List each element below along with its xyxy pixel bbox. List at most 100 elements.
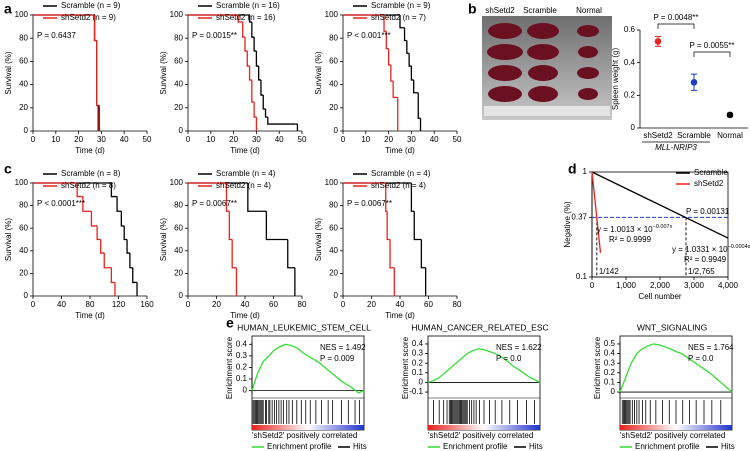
gsea-title: HUMAN_CANCER_RELATED_ESC: [411, 322, 548, 332]
y-tick-label: 0.2: [604, 368, 616, 377]
x-axis-label: Time (d): [230, 146, 260, 155]
p-value: P < 0.001***: [347, 31, 391, 40]
y-tick-label: 20: [174, 103, 183, 112]
rank-gradient: [428, 425, 540, 430]
y-tick-label: 60: [329, 223, 338, 232]
survival-step: [410, 66, 414, 81]
x-tick-label: 40: [241, 300, 250, 309]
survival-step: [123, 225, 128, 241]
x-tick-label: 0: [31, 300, 36, 309]
fit-r2: R² = 0.9999: [609, 235, 652, 244]
y-tick-label: 100: [15, 178, 29, 187]
y-tick-label: 20: [174, 269, 183, 278]
dot: [690, 78, 698, 86]
survival-step: [265, 211, 288, 241]
legend-label: Scramble (n = 4): [371, 169, 431, 178]
legend-label: shSetd2 (n = 16): [216, 13, 276, 22]
survival-step: [389, 239, 395, 269]
y-tick-label: 0.1: [604, 378, 616, 387]
y-tick-label: 0.4: [604, 349, 616, 358]
fit-equation-exponent: −0.0004x: [728, 244, 750, 250]
survival-step: [82, 196, 92, 212]
nes: NES = 1.622: [496, 343, 542, 352]
legend-label: shSetd2 (n = 4): [216, 181, 271, 190]
x-tick-label: 160: [140, 300, 154, 309]
y-tick-label: 100: [170, 178, 184, 187]
x-tick-label: 2,000: [650, 281, 671, 290]
x-tick-label: Scramble: [677, 131, 711, 140]
survival-step: [260, 79, 264, 96]
x-tick-label: 10: [206, 135, 215, 144]
y-axis-label: Enrichment score: [593, 336, 602, 399]
survival-step: [386, 211, 391, 241]
p-value: P = 0.0067**: [347, 199, 392, 208]
photo-label: Normal: [576, 6, 602, 15]
y-tick-label: 60: [19, 223, 28, 232]
fit-line: [591, 171, 602, 253]
bracket: [693, 51, 731, 57]
fit-equation-base: y = 1.0331 × 10: [672, 245, 728, 254]
x-tick-label: 0: [341, 135, 346, 144]
survival-step: [237, 15, 243, 23]
p-value: P = 0.0055**: [689, 41, 734, 50]
fit-line: [591, 171, 729, 239]
survival-step: [110, 183, 118, 198]
y-tick-label: 40: [174, 246, 183, 255]
fit-r2: R² = 0.9949: [684, 255, 727, 264]
survival-step: [267, 117, 296, 125]
x-tick-label: 20: [74, 135, 83, 144]
x-tick-label: 20: [384, 135, 393, 144]
y-tick-label: 1: [583, 167, 588, 176]
x-axis-label: Time (d): [385, 146, 415, 155]
x-tick-label: 80: [298, 300, 307, 309]
dot: [726, 111, 734, 119]
survival-step: [264, 108, 268, 118]
survival-step: [228, 211, 233, 241]
survival-step: [399, 15, 405, 29]
y-tick-label: 20: [329, 103, 338, 112]
x-tick-label: 0: [31, 135, 36, 144]
legend-label: shSetd2 (n = 7): [371, 13, 426, 22]
legend-label: shSetd2 (n = 8): [61, 181, 116, 190]
y-tick-label: 60: [19, 57, 28, 66]
fit-equation: y = 1.0331 × 10−0.0004x: [672, 244, 750, 254]
survival-step: [126, 239, 130, 254]
x-axis-label: Cell number: [638, 292, 681, 301]
x-tick-label: 0: [186, 135, 191, 144]
x-axis-label: Time (d): [230, 311, 260, 320]
y-tick-label: 0: [334, 291, 339, 300]
y-tick-label: 0.37: [571, 212, 587, 221]
y-axis-label: Survival (%): [4, 218, 13, 261]
legend-label: Scramble (n = 9): [371, 1, 431, 10]
p-value: P = 0.009: [320, 354, 355, 363]
x-tick-label: 10: [51, 135, 60, 144]
survival-step: [262, 95, 266, 110]
y-tick-label: 0.4: [412, 339, 424, 348]
y-tick-label: 60: [174, 57, 183, 66]
legend-label: Hits: [529, 442, 543, 451]
legend-label: Enrichment profile: [443, 442, 508, 451]
x-tick-label: 60: [424, 300, 433, 309]
y-tick-label: 0: [631, 123, 636, 132]
group-label: MLL-NRIP3: [655, 143, 697, 152]
y-tick-label: 0: [179, 126, 184, 135]
survival-step: [406, 40, 410, 54]
gsea-title: HUMAN_LEUKEMIC_STEM_CELL: [237, 322, 371, 332]
y-tick-label: 0.2: [412, 358, 424, 367]
legend-label: Scramble (n = 9): [61, 1, 121, 10]
y-axis-label: Survival (%): [159, 51, 168, 94]
x-tick-label: 40: [396, 300, 405, 309]
y-axis-label: Survival (%): [159, 218, 168, 261]
p-value: P = 0.00131: [686, 207, 730, 216]
rank-gradient: [620, 425, 732, 430]
y-tick-label: 0: [334, 126, 339, 135]
y-tick-label: 80: [174, 33, 183, 42]
survival-step: [247, 183, 267, 212]
y-tick-label: 100: [325, 10, 339, 19]
survival-step: [383, 15, 387, 32]
fit-equation-base: y = 1.0013 × 10: [597, 225, 653, 234]
survival-step: [251, 79, 255, 103]
y-tick-label: -0.1: [409, 387, 423, 396]
y-tick-label: 0.4: [236, 339, 248, 348]
y-axis-label: Enrichment score: [225, 336, 234, 399]
